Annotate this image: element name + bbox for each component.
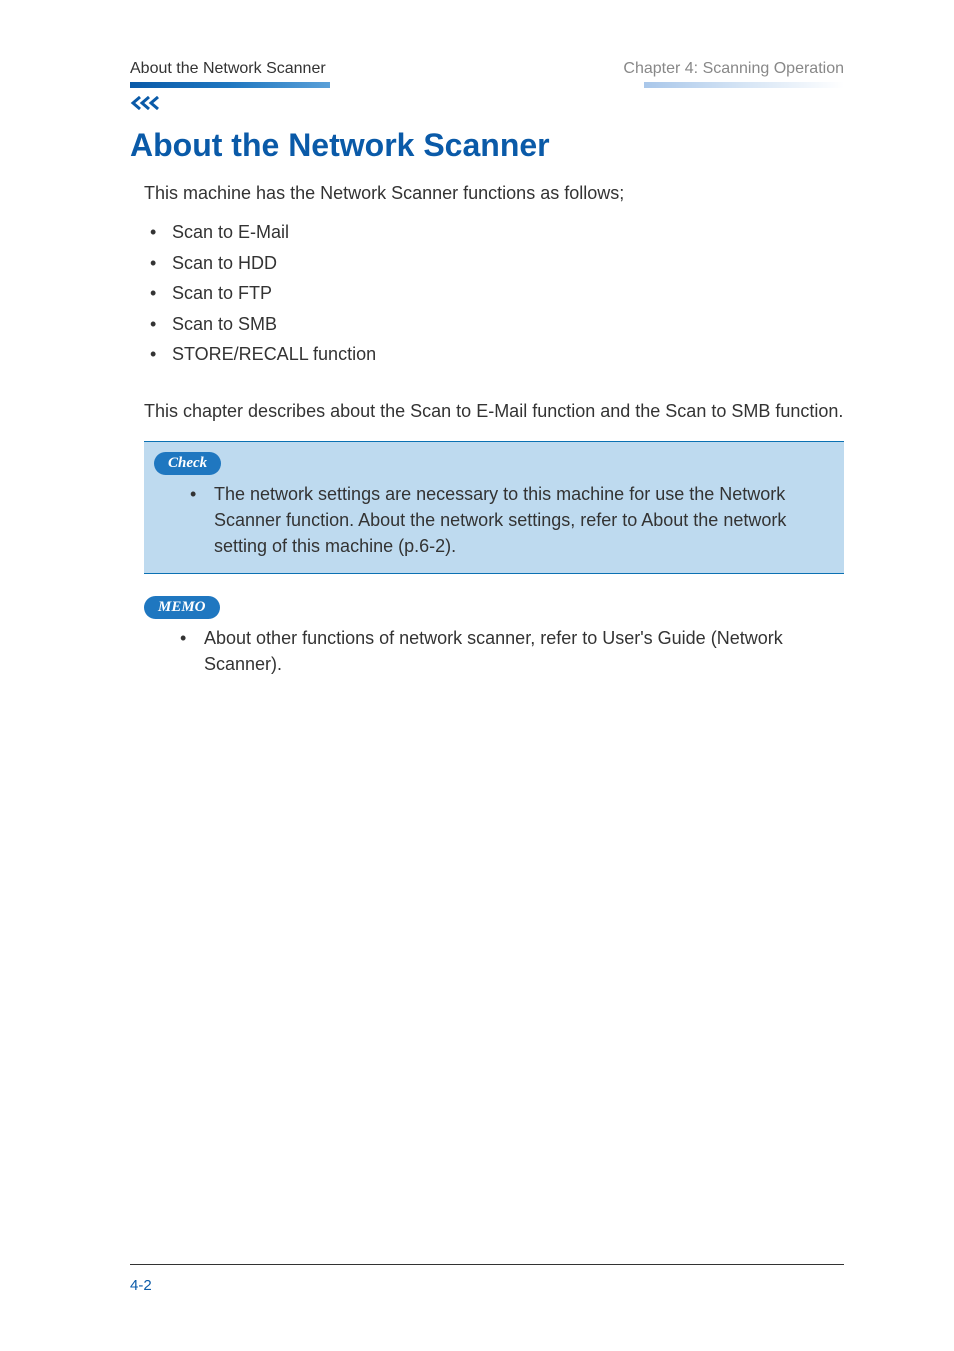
check-callout: Check The network settings are necessary… [144, 441, 844, 574]
memo-text: About other functions of network scanner… [180, 625, 844, 677]
intro-paragraph: This machine has the Network Scanner fun… [144, 180, 844, 207]
memo-section: MEMO About other functions of network sc… [144, 596, 844, 677]
memo-badge: MEMO [144, 596, 220, 619]
list-item: Scan to FTP [144, 278, 844, 309]
triple-chevron-left-icon [130, 96, 164, 110]
footer-rule [130, 1264, 844, 1265]
check-text: The network settings are necessary to th… [190, 481, 834, 559]
chapter-description: This chapter describes about the Scan to… [144, 398, 844, 425]
header-section-title: About the Network Scanner [130, 60, 326, 78]
list-item: STORE/RECALL function [144, 339, 844, 370]
page-header: About the Network Scanner Chapter 4: Sca… [130, 60, 844, 78]
page-number: 4-2 [130, 1277, 152, 1294]
page-footer: 4-2 [130, 1264, 844, 1295]
list-item: Scan to SMB [144, 309, 844, 340]
header-chapter: Chapter 4: Scanning Operation [623, 60, 844, 78]
page-title: About the Network Scanner [130, 127, 844, 164]
check-badge: Check [154, 452, 221, 475]
feature-list: Scan to E-Mail Scan to HDD Scan to FTP S… [144, 217, 844, 370]
list-item: Scan to HDD [144, 248, 844, 279]
header-gradient-rule [130, 82, 844, 88]
list-item: Scan to E-Mail [144, 217, 844, 248]
